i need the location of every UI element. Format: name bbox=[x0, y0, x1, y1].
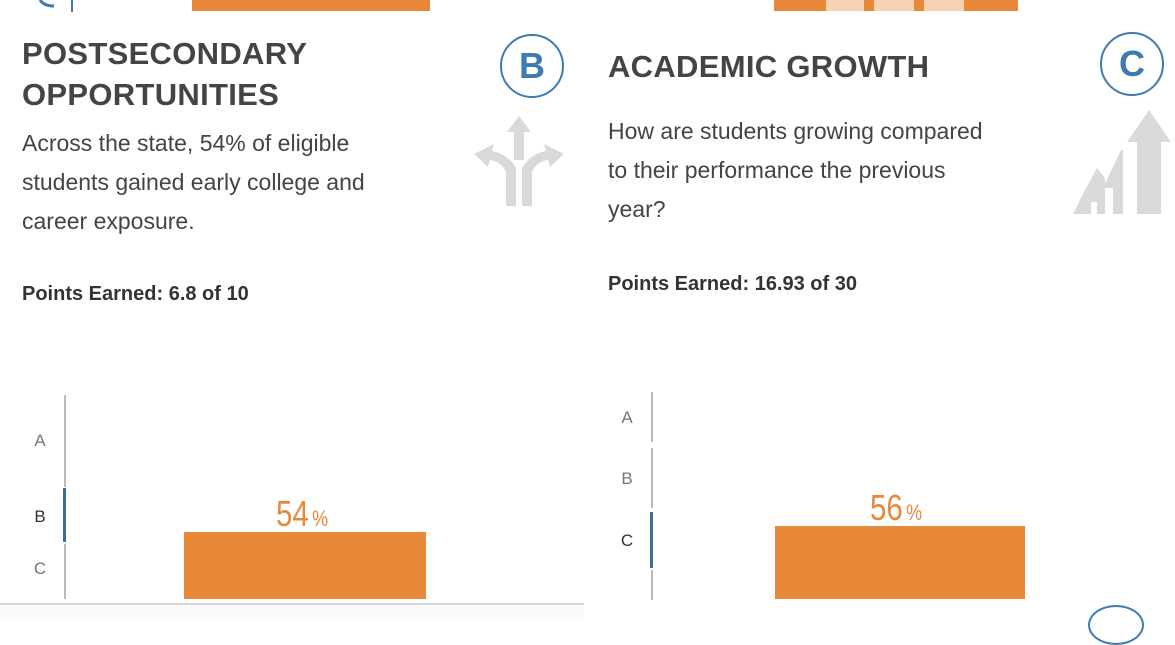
percent-label: 54% bbox=[276, 493, 328, 535]
grade-letter: C bbox=[1119, 43, 1145, 84]
description-line: Across the state, 54% of eligible bbox=[22, 130, 350, 156]
next-grade-badge-partial bbox=[1088, 605, 1144, 645]
scale-label-a: A bbox=[621, 408, 633, 427]
description-line: career exposure. bbox=[22, 208, 195, 234]
academic-growth-card: ACADEMIC GROWTH C How are students growi… bbox=[587, 0, 1175, 617]
scale-segment-a bbox=[64, 395, 66, 487]
percent-sign: % bbox=[312, 506, 329, 531]
crossroads-arrows-icon bbox=[474, 116, 564, 206]
points-earned: Points Earned: 6.8 of 10 bbox=[22, 283, 249, 305]
growth-arrow-icon bbox=[1073, 110, 1171, 214]
scale-segment-b bbox=[651, 448, 653, 508]
scale-segment-below bbox=[651, 570, 653, 600]
scale-label-c: C bbox=[33, 559, 47, 578]
card-heading: ACADEMIC GROWTH bbox=[608, 49, 930, 84]
scale-label-a: A bbox=[34, 431, 46, 450]
partial-icon-top bbox=[0, 0, 80, 14]
points-earned: Points Earned: 16.93 of 30 bbox=[608, 273, 857, 295]
description-line: year? bbox=[608, 196, 666, 222]
grade-badge: B bbox=[500, 34, 564, 98]
percent-bar bbox=[184, 532, 426, 599]
percent-sign: % bbox=[906, 500, 923, 525]
heading-line-2: OPPORTUNITIES bbox=[22, 77, 280, 112]
percent-bar bbox=[775, 526, 1025, 599]
grade-badge: C bbox=[1100, 32, 1164, 96]
postsecondary-card: POSTSECONDARY OPPORTUNITIES B Across the… bbox=[0, 0, 587, 617]
description-line: to their performance the previous bbox=[608, 157, 946, 183]
scale-label-b: B bbox=[34, 507, 46, 526]
percent-label: 56% bbox=[870, 487, 922, 529]
description-line: students gained early college and bbox=[22, 169, 365, 195]
scale-segment-b-active bbox=[63, 488, 66, 542]
scale-label-b: B bbox=[621, 469, 633, 488]
scale-segment-a bbox=[651, 392, 653, 442]
heading-line-1: POSTSECONDARY bbox=[22, 36, 308, 71]
percent-value: 56 bbox=[870, 487, 903, 528]
scale-segment-c bbox=[64, 544, 66, 599]
previous-chart-bar-right bbox=[774, 0, 1018, 11]
previous-chart-bar-left bbox=[192, 0, 430, 11]
next-card-edge bbox=[0, 603, 584, 619]
card-description: Across the state, 54% of eligible studen… bbox=[22, 124, 365, 241]
scale-segment-c-active bbox=[650, 512, 653, 568]
percent-value: 54 bbox=[276, 493, 309, 534]
grade-letter: B bbox=[519, 45, 545, 86]
description-line: How are students growing compared bbox=[608, 118, 983, 144]
scale-label-c: C bbox=[620, 531, 634, 550]
card-heading: POSTSECONDARY OPPORTUNITIES bbox=[22, 33, 307, 115]
card-description: How are students growing compared to the… bbox=[608, 112, 983, 229]
